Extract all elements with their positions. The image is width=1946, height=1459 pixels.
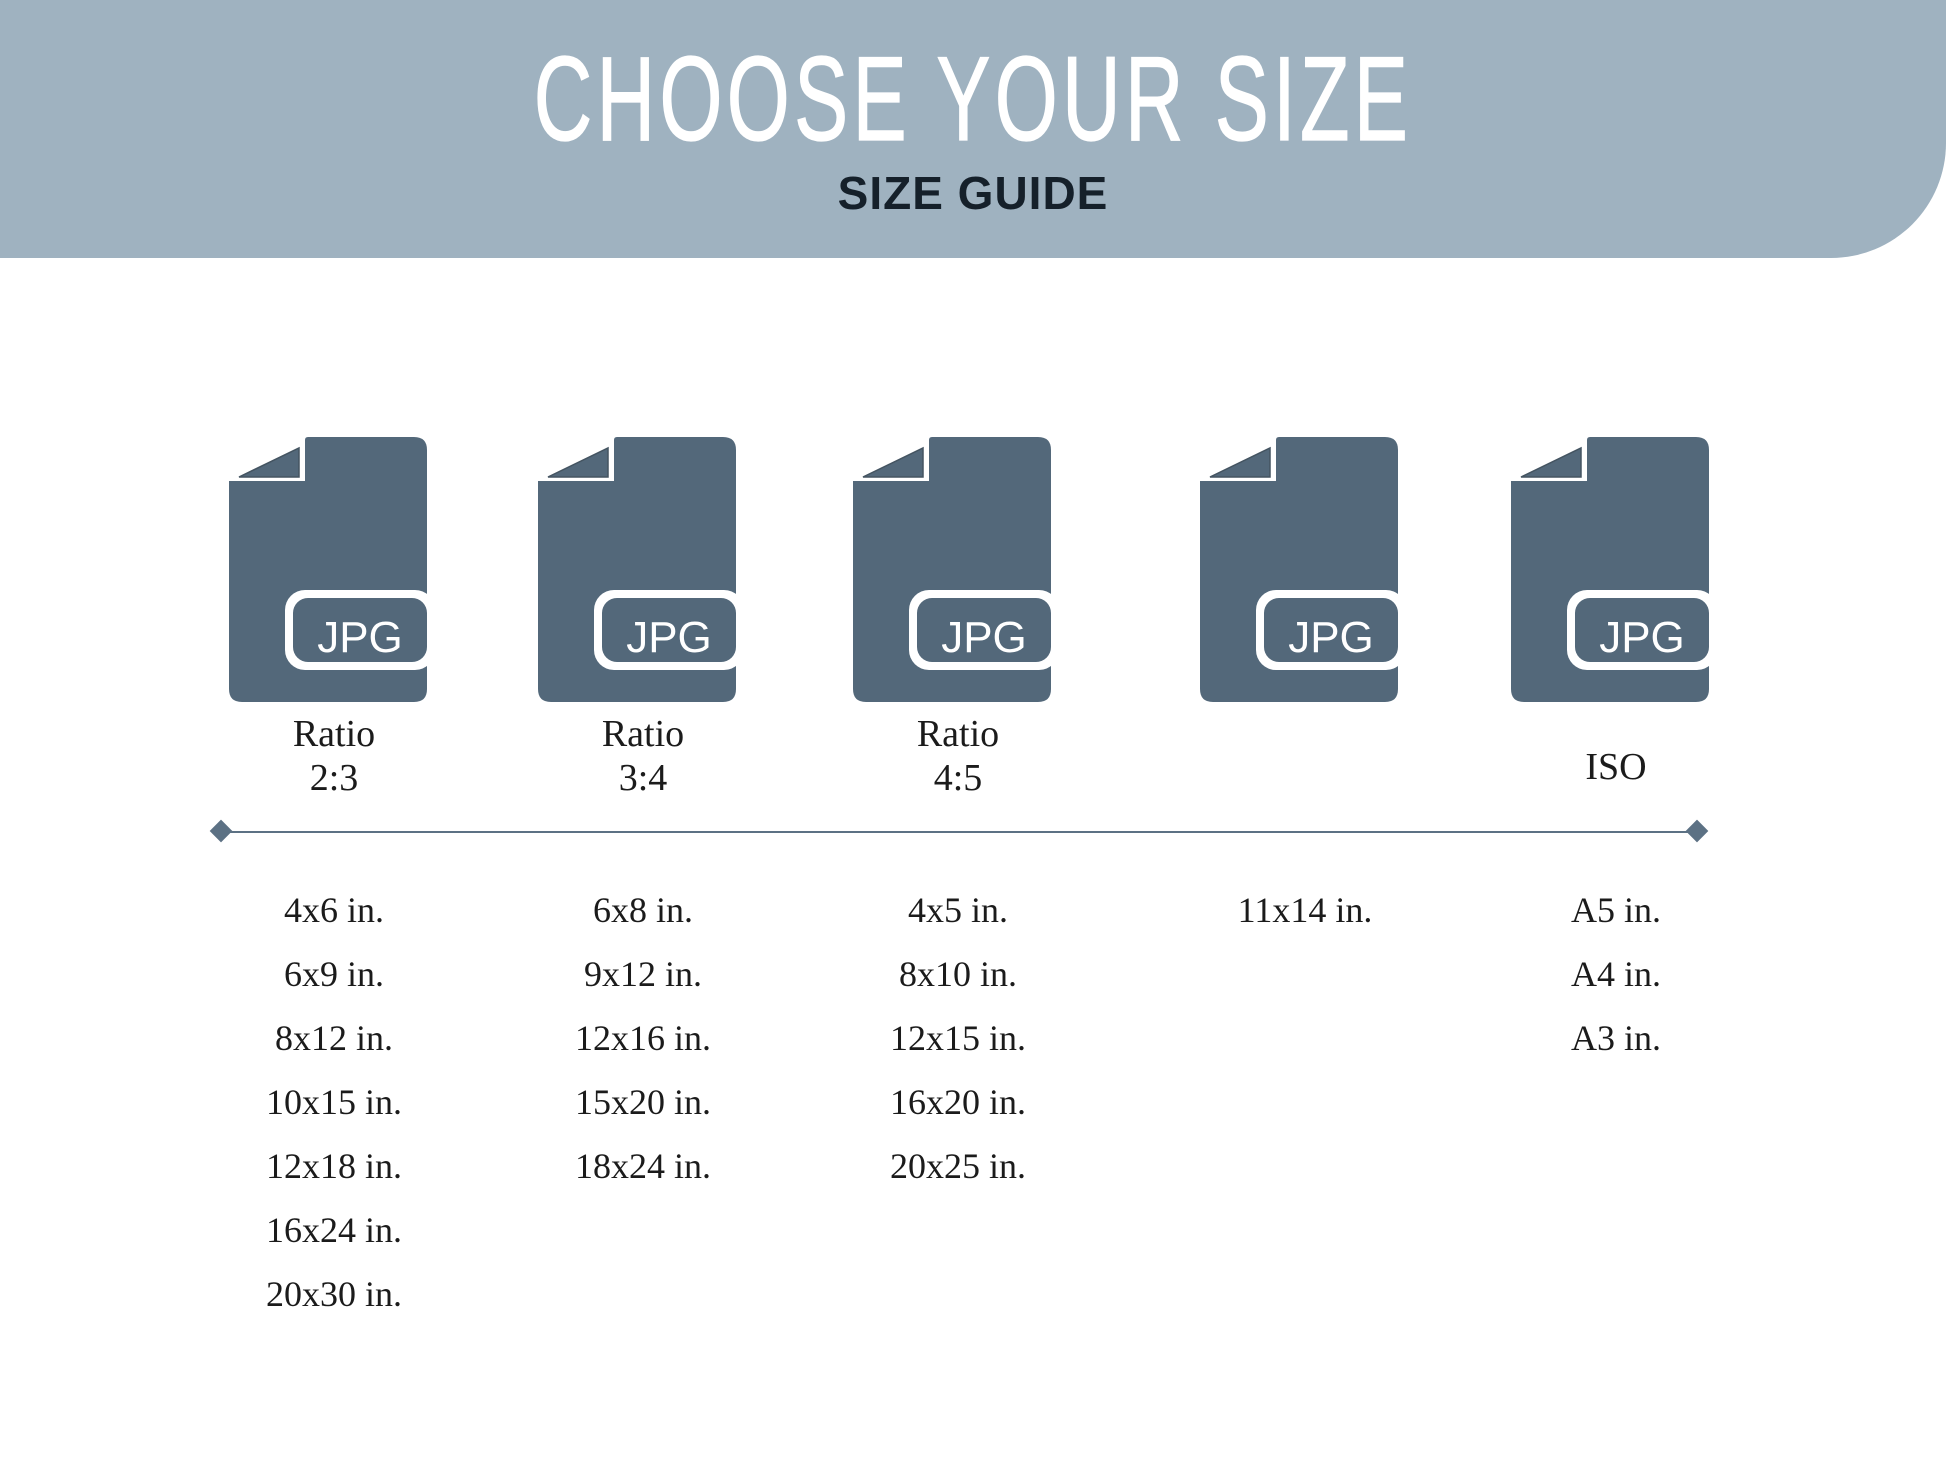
- svg-text:CHOOSE YOUR SIZE: CHOOSE YOUR SIZE: [534, 32, 1413, 166]
- svg-text:JPG: JPG: [1599, 613, 1685, 662]
- svg-text:JPG: JPG: [941, 613, 1027, 662]
- svg-text:JPG: JPG: [1288, 613, 1374, 662]
- svg-text:JPG: JPG: [626, 613, 712, 662]
- svg-text:JPG: JPG: [317, 613, 403, 662]
